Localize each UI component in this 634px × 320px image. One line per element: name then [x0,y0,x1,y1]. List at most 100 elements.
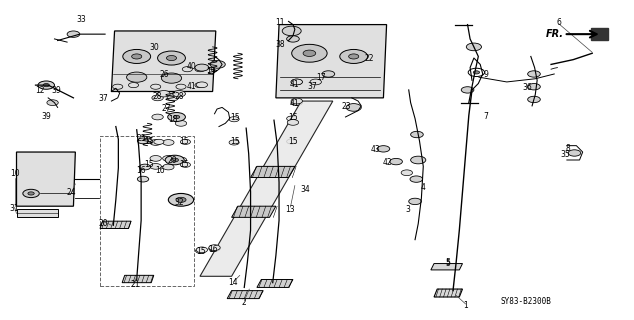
Circle shape [152,95,164,101]
Text: 17: 17 [316,73,327,82]
Circle shape [171,158,178,162]
Text: 34: 34 [301,185,311,194]
Circle shape [466,43,481,51]
Text: 16: 16 [155,166,165,175]
Text: 14: 14 [229,278,238,287]
Circle shape [67,31,80,37]
Text: 38: 38 [276,40,285,49]
Circle shape [401,170,413,176]
Circle shape [527,71,540,77]
Text: 15: 15 [288,114,298,123]
Bar [16,209,58,217]
Text: 13: 13 [286,205,295,214]
Circle shape [287,120,299,125]
Circle shape [167,55,176,60]
Circle shape [322,71,335,77]
Circle shape [129,83,139,88]
Circle shape [411,156,426,164]
Circle shape [167,156,178,161]
Text: 1: 1 [463,301,468,310]
Circle shape [123,50,151,63]
Circle shape [113,84,123,89]
Circle shape [154,139,164,144]
Circle shape [162,73,181,83]
Polygon shape [112,31,216,92]
Text: 15: 15 [288,137,298,146]
Circle shape [176,197,186,202]
Text: 39: 39 [41,112,51,121]
Circle shape [340,50,368,63]
Text: 15: 15 [230,114,240,123]
Circle shape [346,104,361,111]
Text: 5: 5 [445,258,450,267]
Text: 3: 3 [405,205,410,214]
Circle shape [282,26,301,36]
Polygon shape [231,206,276,217]
Circle shape [195,248,205,253]
Circle shape [43,84,49,87]
Circle shape [291,98,302,104]
Circle shape [411,131,424,138]
Circle shape [163,156,174,161]
Text: 29: 29 [168,156,178,165]
Text: 21: 21 [130,280,139,289]
Circle shape [150,164,162,169]
Text: 39: 39 [51,86,61,95]
Text: FR.: FR. [546,28,564,38]
Circle shape [158,51,185,65]
Polygon shape [431,264,462,270]
Text: 4: 4 [420,183,425,192]
Text: 35: 35 [560,150,570,159]
Polygon shape [434,289,462,297]
Circle shape [229,140,239,145]
Text: 15: 15 [179,160,189,169]
Circle shape [410,176,423,182]
Text: 26: 26 [159,70,169,79]
Text: 20: 20 [98,219,108,228]
Circle shape [195,64,209,71]
Text: 15: 15 [230,137,240,146]
Text: 33: 33 [77,15,87,24]
Circle shape [291,79,302,85]
Text: 2: 2 [242,298,247,307]
Circle shape [196,247,207,253]
Text: 23: 23 [342,102,351,111]
Circle shape [139,164,151,170]
Text: SY83-B2300B: SY83-B2300B [500,297,552,306]
Polygon shape [122,275,154,283]
Circle shape [287,36,299,42]
Circle shape [303,50,316,56]
Circle shape [176,84,186,89]
Circle shape [195,83,205,88]
Text: 16: 16 [208,245,217,254]
Circle shape [173,116,179,119]
Circle shape [138,176,149,182]
Circle shape [23,189,39,197]
Circle shape [175,121,186,126]
Polygon shape [200,101,333,276]
Text: 25: 25 [136,134,146,143]
Text: 24: 24 [67,188,76,197]
Text: 27: 27 [162,104,171,113]
Circle shape [209,245,220,251]
Text: 41: 41 [187,82,197,91]
Text: 12: 12 [35,86,44,95]
Text: 22: 22 [364,54,373,63]
Circle shape [568,150,581,156]
Circle shape [28,192,34,195]
Circle shape [167,95,178,101]
Circle shape [527,84,540,90]
Circle shape [210,60,225,68]
Text: 32: 32 [174,197,184,206]
Text: 15: 15 [196,247,205,256]
Text: 5: 5 [445,259,450,268]
Circle shape [158,91,171,97]
Circle shape [292,44,327,62]
Text: 11: 11 [276,18,285,27]
Polygon shape [100,221,131,228]
Text: 19: 19 [206,67,216,76]
Circle shape [291,100,302,106]
Circle shape [132,54,142,59]
Circle shape [287,139,297,144]
Circle shape [180,139,190,144]
